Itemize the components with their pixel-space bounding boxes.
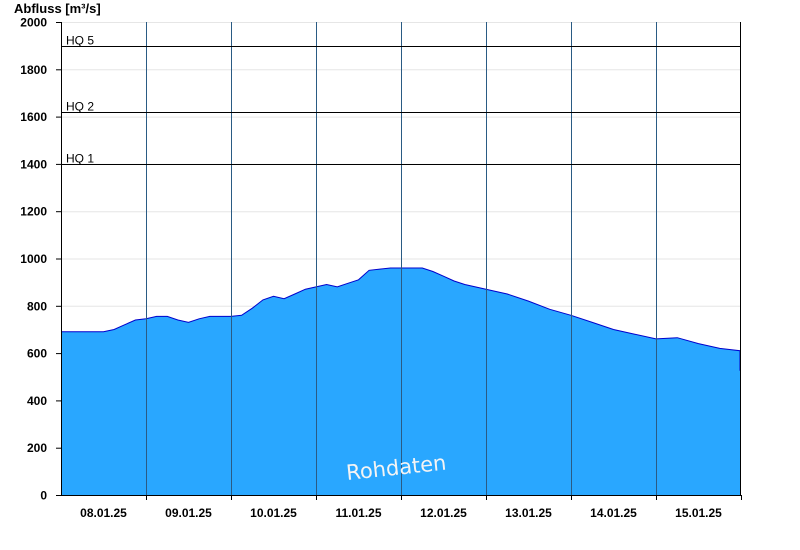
y-tick-label: 200 [27,441,47,455]
threshold-label: HQ 5 [66,34,94,48]
y-tick-label: 400 [27,394,47,408]
y-tick-label: 2000 [20,16,47,30]
y-tick-label: 600 [27,347,47,361]
threshold-label: HQ 2 [66,100,94,114]
x-tick-label: 11.01.25 [335,506,381,520]
y-tick-label: 1200 [20,205,47,219]
y-axis-label: Abfluss [m³/s] [14,1,101,16]
y-tick-label: 1000 [20,252,47,266]
y-tick-label: 800 [27,299,47,313]
x-tick-label: 14.01.25 [590,506,637,520]
x-tick-label: 12.01.25 [420,506,467,520]
threshold-label: HQ 1 [66,152,94,166]
discharge-area [61,268,740,495]
y-tick-label: 1400 [20,157,47,171]
y-tick-label: 1800 [20,63,47,77]
x-tick-label: 10.01.25 [250,506,297,520]
axes: 08.01.25 09.01.25 10.01.25 11.01.25 12.01.25… [20,16,742,520]
x-tick-label: 15.01.25 [675,506,722,520]
x-tick-label: 13.01.25 [505,506,552,520]
x-tick-label: 08.01.25 [80,506,127,520]
y-tick-label: 0 [40,489,47,503]
y-tick-label: 1600 [20,110,47,124]
x-tick-label: 09.01.25 [165,506,212,520]
day-separators [146,22,657,495]
threshold-lines: HQ 5 HQ 2 HQ 1 [61,34,740,166]
